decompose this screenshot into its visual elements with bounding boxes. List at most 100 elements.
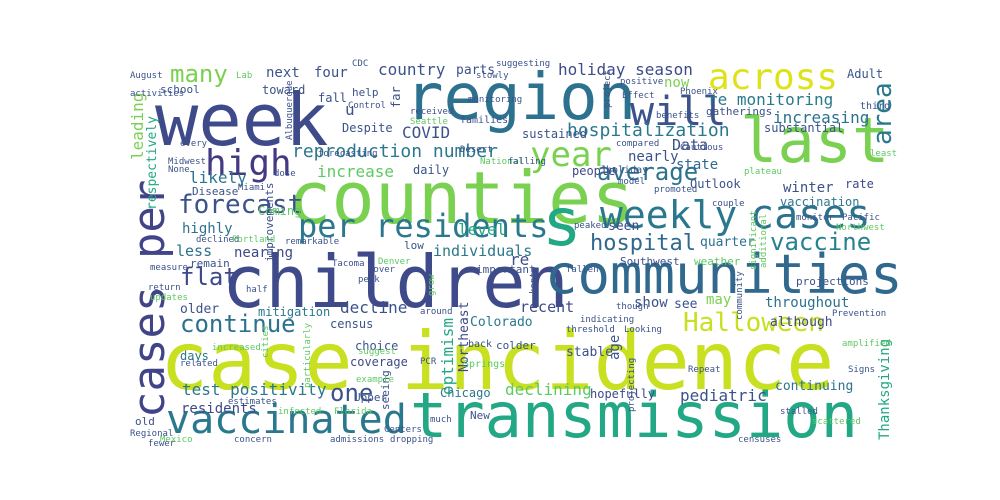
word-tacoma: Tacoma (332, 259, 365, 269)
word-throughout: throughout (765, 295, 850, 311)
word-control: Control (348, 101, 386, 111)
word-monitoring: monitoring (468, 95, 523, 105)
word-next: next (266, 65, 300, 81)
word-average: average (597, 158, 699, 186)
word-national: National (480, 157, 524, 167)
word-increase: increase (317, 162, 395, 181)
word-infected: infected (278, 407, 322, 417)
word-miami: Miami (238, 183, 266, 193)
word-re-monitoring: re monitoring (708, 90, 834, 109)
word-peaked: peaked (574, 221, 607, 231)
word-compared: compared (616, 139, 660, 149)
word-age: age (607, 334, 623, 360)
word-vaccination: vaccination (780, 195, 860, 209)
word-back: back (468, 339, 493, 350)
word-children: children (222, 240, 569, 324)
word-residents: residents (181, 401, 257, 417)
word-though: though (616, 302, 649, 312)
word-stalled: stalled (780, 407, 818, 417)
word-week: week (155, 78, 329, 162)
word-last: last (740, 104, 890, 177)
word-colder: colder (496, 339, 536, 352)
word-seen: seen (608, 219, 640, 234)
word-cities: cities (261, 325, 271, 358)
word-benefits: benefits (656, 111, 700, 121)
word-florida: Florida (334, 407, 372, 417)
word-effect: Effect (622, 91, 655, 101)
word-hospital: hospital (590, 231, 696, 256)
word-prevention: Prevention (832, 309, 887, 319)
word-winter: winter (783, 180, 834, 196)
word-additional: additional (759, 213, 769, 268)
word-monitor: monitor (796, 213, 834, 223)
word-plateau: plateau (744, 167, 782, 177)
word-case-incidence: case incidence (160, 315, 835, 408)
word-around: around (420, 307, 453, 317)
word-sustained: sustained (522, 127, 588, 141)
word-vaccine: vaccine (770, 228, 872, 256)
word-individuals: individuals (433, 242, 533, 260)
word-less: less (176, 242, 213, 260)
word-amplified: amplified (842, 339, 891, 349)
word-increasing: increasing (773, 108, 870, 127)
word-weekly: weekly (600, 193, 738, 237)
word-midwest: Midwest (168, 157, 206, 167)
word-cautious: Cautious (680, 143, 724, 153)
word-fewer: fewer (148, 439, 176, 449)
word-four: four (314, 65, 348, 81)
word-pacific: Pacific (842, 213, 880, 223)
word-estimates: estimates (228, 397, 277, 407)
word-springs: Springs (463, 359, 506, 370)
word-per-residents: per residents (298, 207, 549, 245)
word-forecasting: forecasting (318, 149, 378, 159)
word-disease: Disease (192, 185, 239, 198)
word-remarkable: remarkable (285, 237, 340, 247)
word-promoted: promoted (654, 185, 698, 195)
word-seattle: Seattle (410, 117, 448, 127)
word-admissions: admissions (330, 435, 385, 445)
word-communities: communities (545, 243, 903, 306)
word-lab: Lab (236, 71, 253, 81)
word-far: far (389, 86, 403, 108)
word-dropping: dropping (390, 435, 434, 445)
word-parts: parts (456, 63, 496, 78)
word-threshold: threshold (566, 325, 615, 335)
word-hospitalization: hospitalization (567, 120, 730, 141)
word-one: one (330, 379, 374, 407)
word-least: least (870, 149, 898, 159)
word-year: year (530, 135, 612, 175)
word-portland: Portland (232, 235, 276, 245)
word-censuses: censuses (738, 435, 782, 445)
word-remain: remain (190, 257, 230, 270)
word-declined: declined (196, 235, 240, 245)
word-particularly: particularly (303, 322, 313, 388)
word-dose: dose (274, 169, 296, 179)
word-reproduction-number: reproduction number (292, 141, 498, 162)
word-every: every (180, 139, 208, 149)
word-forecast: forecast (178, 190, 304, 220)
word-new: New (470, 409, 490, 422)
word-country: country (378, 60, 446, 79)
word-flat: flat (180, 263, 238, 291)
word-cases: cases (750, 192, 871, 238)
word-hopefully: hopefully (590, 387, 656, 401)
word-older: older (180, 302, 220, 317)
word-rate: rate (845, 177, 874, 191)
word-respectively: respectively (145, 116, 160, 210)
word-model: model (618, 177, 646, 187)
word-despite: Despite (342, 121, 393, 135)
word-area: area (868, 82, 898, 145)
word-positive: positive (620, 77, 664, 87)
word-projecting: projecting (627, 357, 637, 412)
word-projections: projections (796, 275, 869, 288)
word-grow: grow (427, 274, 437, 296)
word-denver: Denver (378, 257, 411, 267)
word-example: example (356, 375, 394, 385)
word-increased: increased (212, 343, 261, 353)
word-days: days (180, 349, 209, 363)
word-slowly: slowly (476, 71, 509, 81)
word-none: None (168, 165, 190, 175)
word-coverage: coverage (350, 355, 408, 369)
word-transmission: transmission (410, 379, 858, 452)
